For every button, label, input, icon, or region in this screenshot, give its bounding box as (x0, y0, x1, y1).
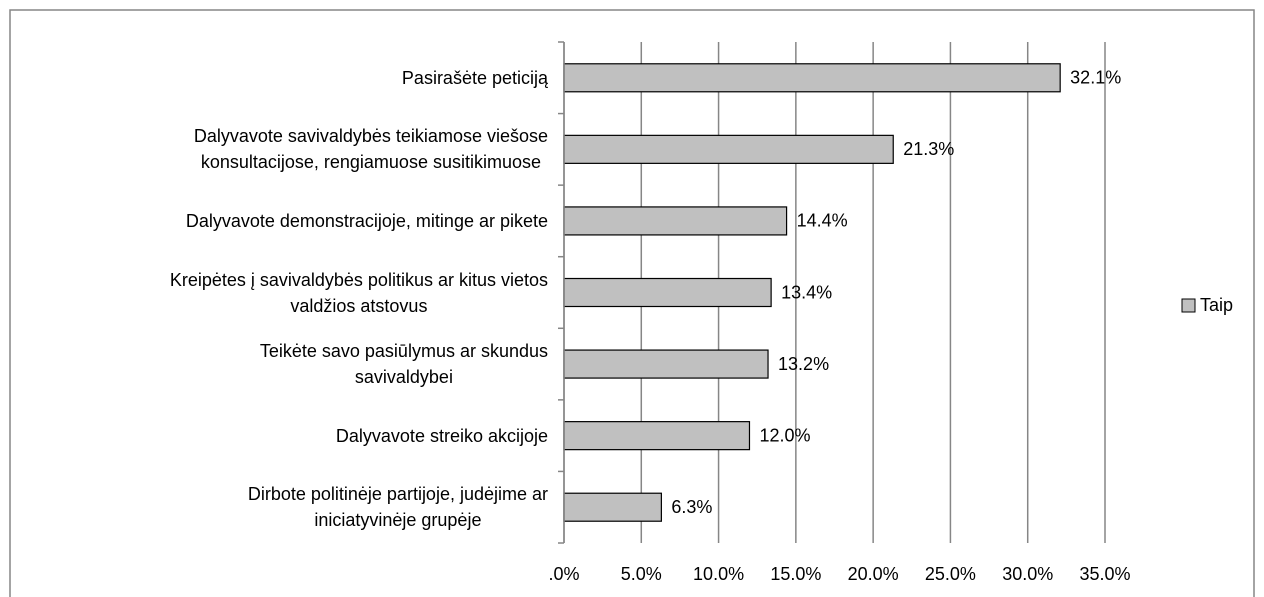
y-tick-label-box: Pasirašėte peticiją (402, 65, 548, 91)
legend-swatch (1181, 298, 1196, 313)
bar (563, 134, 894, 164)
data-label: 13.2% (778, 354, 829, 374)
data-label: 13.4% (781, 282, 832, 302)
y-tick-label: Dalyvavote demonstracijoje, mitinge ar p… (185, 210, 548, 231)
x-tick-label: 10.0% (693, 564, 744, 584)
bar (563, 492, 662, 522)
y-tick-label-box: Kreipėtes į savivaldybės politikus ar ki… (170, 267, 548, 319)
data-label: 14.4% (797, 211, 848, 231)
bar (563, 421, 751, 451)
y-tick-label: Dalyvavote savivaldybės teikiamose viešo… (193, 126, 548, 173)
chart-border (9, 9, 1255, 597)
y-tick-label-box: Dirbote politinėje partijoje, judėjime a… (248, 481, 548, 533)
bar (563, 63, 1061, 93)
y-tick-label-box: Dalyvavote savivaldybės teikiamose viešo… (194, 123, 548, 175)
x-tick-label: 5.0% (621, 564, 662, 584)
bar (563, 277, 772, 308)
y-tick-label-box: Teikėte savo pasiūlymus ar skundus saviv… (260, 338, 548, 390)
y-tick-label: Dirbote politinėje partijoje, judėjime a… (247, 484, 548, 531)
bar (563, 349, 769, 379)
y-tick-label: Pasirašėte peticiją (401, 67, 548, 88)
y-tick-label: Dalyvavote streiko akcijoje (335, 425, 548, 446)
bar (563, 206, 788, 236)
x-tick-label: .0% (548, 564, 579, 584)
x-tick-label: 15.0% (770, 564, 821, 584)
x-tick-label: 25.0% (925, 564, 976, 584)
y-tick-label: Kreipėtes į savivaldybės politikus ar ki… (169, 269, 548, 316)
legend-label: Taip (1200, 295, 1233, 315)
x-tick-label: 20.0% (848, 564, 899, 584)
x-tick-label: 35.0% (1079, 564, 1130, 584)
data-label: 21.3% (903, 139, 954, 159)
x-tick-label: 30.0% (1002, 564, 1053, 584)
y-tick-label-box: Dalyvavote streiko akcijoje (336, 423, 548, 449)
y-tick-label: Teikėte savo pasiūlymus ar skundus saviv… (259, 341, 548, 388)
data-label: 6.3% (671, 497, 712, 517)
data-label: 32.1% (1070, 68, 1121, 88)
y-tick-label-box: Dalyvavote demonstracijoje, mitinge ar p… (186, 208, 548, 234)
data-label: 12.0% (759, 425, 810, 445)
